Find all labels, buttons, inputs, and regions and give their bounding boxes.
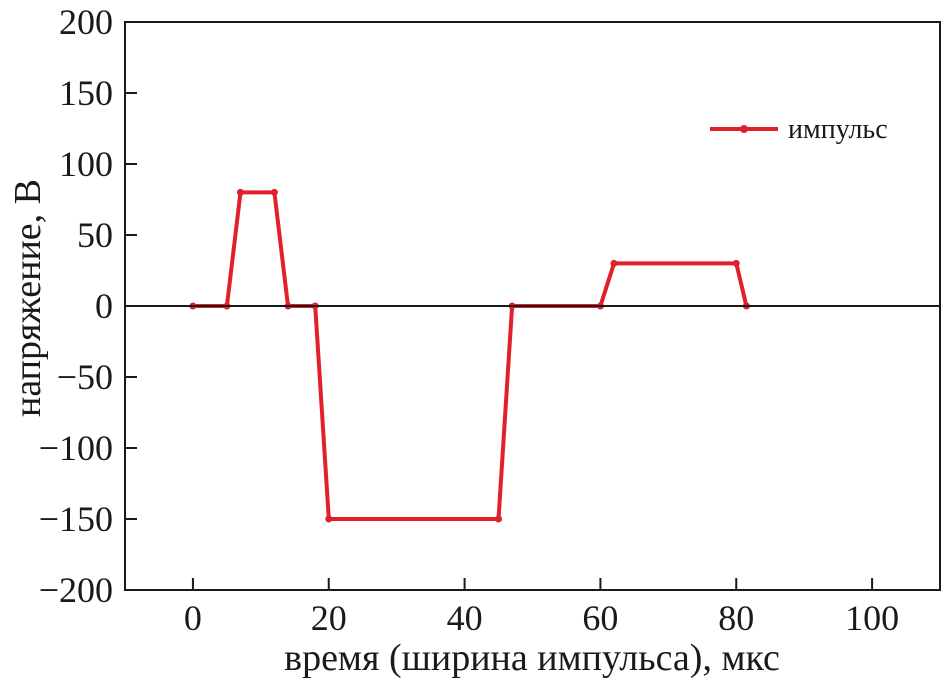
x-tick-label: 100 bbox=[845, 598, 899, 638]
y-axis-title: напряжение, В bbox=[7, 179, 49, 417]
data-point bbox=[236, 188, 244, 196]
y-tick-label: −200 bbox=[39, 570, 113, 610]
data-point bbox=[270, 188, 278, 196]
x-tick-label: 20 bbox=[311, 598, 347, 638]
y-tick-label: 200 bbox=[59, 2, 113, 42]
x-tick-label: 60 bbox=[582, 598, 618, 638]
legend-swatch-marker bbox=[740, 125, 748, 133]
data-point bbox=[495, 515, 503, 523]
data-point bbox=[610, 259, 618, 267]
x-tick-label: 0 bbox=[184, 598, 202, 638]
data-point bbox=[325, 515, 333, 523]
y-tick-label: 0 bbox=[95, 286, 113, 326]
y-tick-label: −100 bbox=[39, 428, 113, 468]
legend-label: импульс bbox=[788, 114, 888, 145]
y-tick-label: −150 bbox=[39, 499, 113, 539]
x-tick-label: 80 bbox=[718, 598, 754, 638]
series-line bbox=[192, 190, 749, 521]
data-point bbox=[732, 259, 740, 267]
y-tick-label: 50 bbox=[77, 215, 113, 255]
y-tick-label: −50 bbox=[57, 357, 113, 397]
x-tick-label: 40 bbox=[447, 598, 483, 638]
legend: импульс bbox=[710, 114, 888, 145]
y-tick-label: 150 bbox=[59, 73, 113, 113]
y-tick-label: 100 bbox=[59, 144, 113, 184]
x-axis-title: время (ширина импульса), мкс bbox=[284, 637, 780, 679]
